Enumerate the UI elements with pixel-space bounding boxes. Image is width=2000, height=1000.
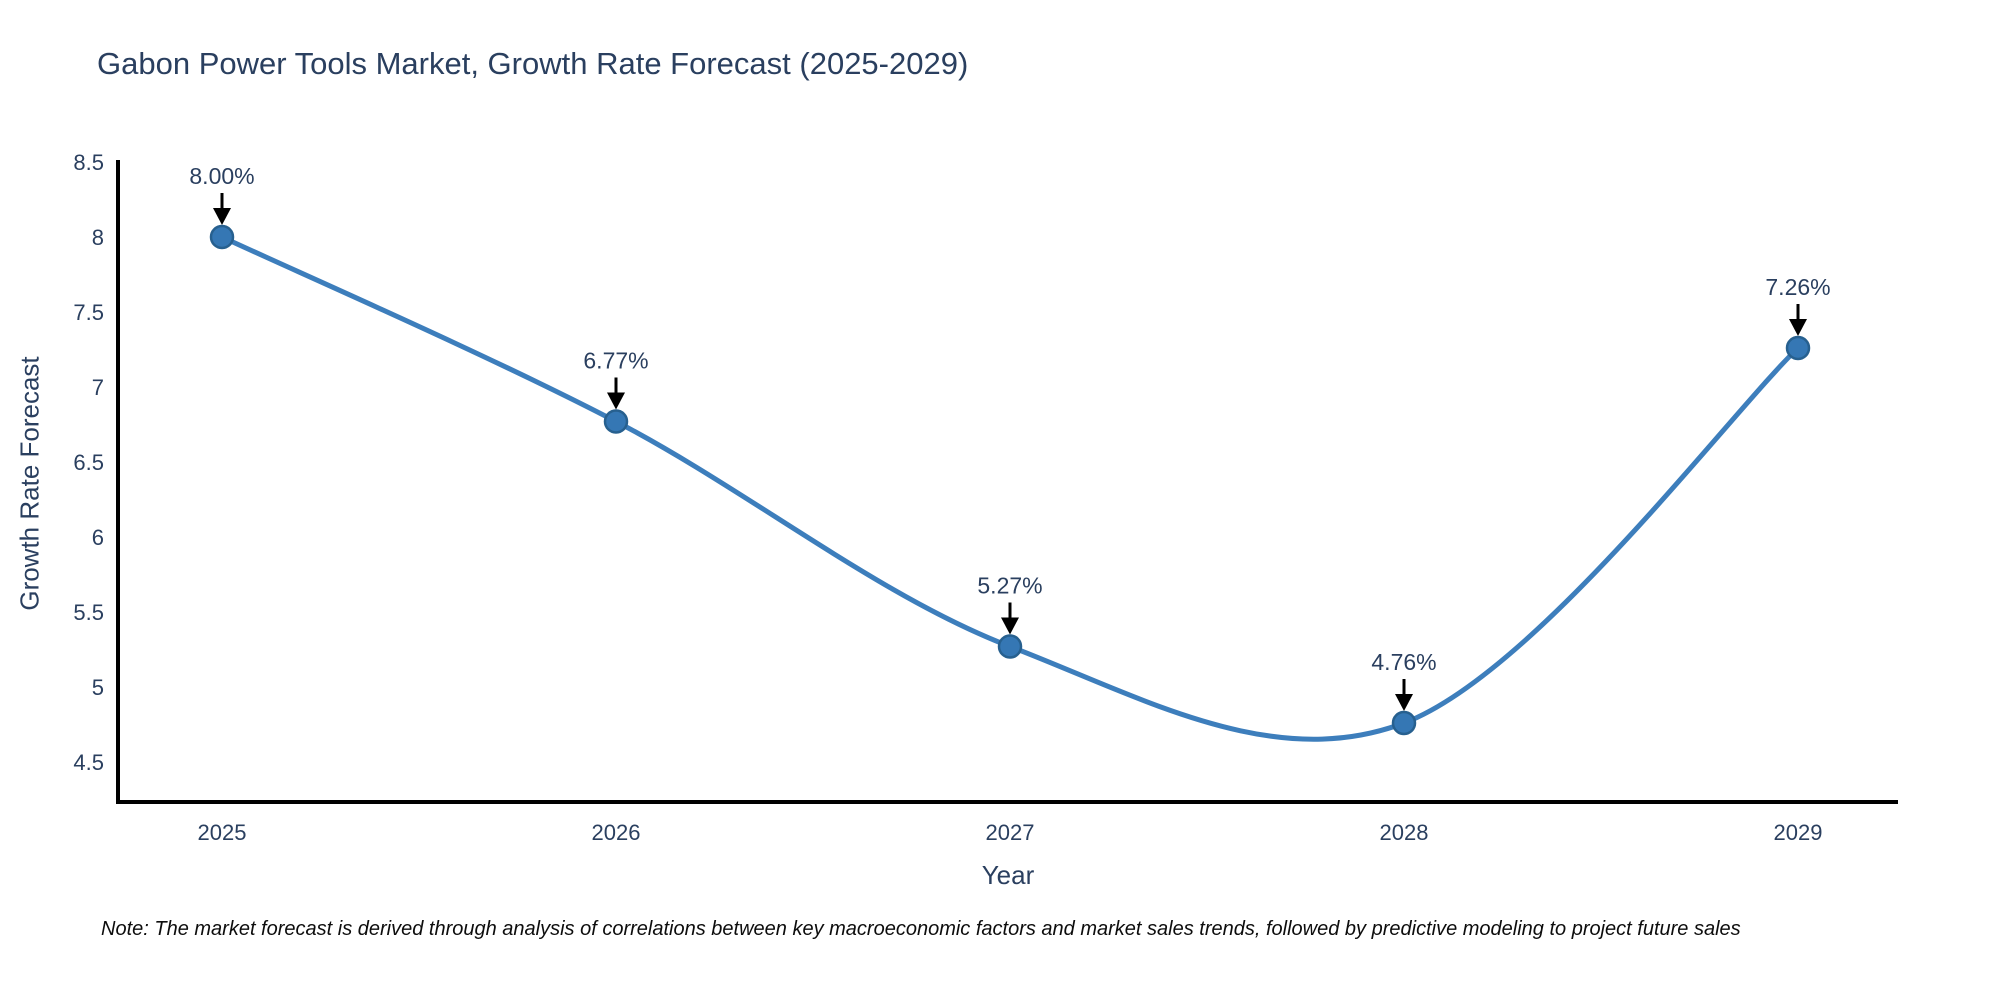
y-tick-label: 8.5 [73, 150, 104, 175]
data-point-marker [603, 409, 629, 434]
footnote: Note: The market forecast is derived thr… [101, 918, 1741, 940]
data-point-marker [997, 634, 1023, 659]
y-tick-label: 7 [92, 375, 104, 400]
annotation-arrowhead-icon [1789, 319, 1807, 336]
series-line [219, 234, 1801, 742]
annotation-arrowhead-icon [607, 392, 625, 410]
annotation-arrowhead-icon [1001, 617, 1019, 635]
data-point-marker [1391, 710, 1417, 736]
y-tick-label: 5 [92, 675, 104, 700]
x-tick-label: 2029 [1774, 820, 1823, 845]
annotation-arrowhead-icon [213, 208, 231, 225]
axis-lines [116, 160, 1898, 804]
y-tick-label: 7.5 [73, 300, 104, 325]
data-point-label: 7.26% [1765, 274, 1830, 300]
x-tick-label: 2027 [986, 820, 1035, 845]
x-tick-label: 2028 [1380, 820, 1429, 845]
data-point-label: 6.77% [583, 348, 648, 374]
x-tick-label: 2026 [592, 820, 641, 845]
data-point-marker [1785, 335, 1811, 361]
y-tick-label: 8 [92, 225, 104, 250]
annotation-arrowhead-icon [1395, 694, 1413, 711]
x-axis-title: Year [981, 860, 1035, 890]
y-tick-label: 5.5 [73, 600, 104, 625]
x-tick-label: 2025 [198, 820, 247, 845]
data-point-label: 4.76% [1371, 649, 1436, 675]
y-tick-label: 6.5 [73, 450, 104, 475]
data-point-label: 8.00% [189, 163, 254, 189]
y-tick-label: 6 [92, 525, 104, 550]
data-point-label: 5.27% [977, 573, 1042, 599]
y-axis-title: Growth Rate Forecast [14, 356, 45, 611]
chart-title: Gabon Power Tools Market, Growth Rate Fo… [97, 46, 969, 81]
y-tick-label: 4.5 [73, 750, 104, 775]
data-point-marker [209, 224, 235, 250]
